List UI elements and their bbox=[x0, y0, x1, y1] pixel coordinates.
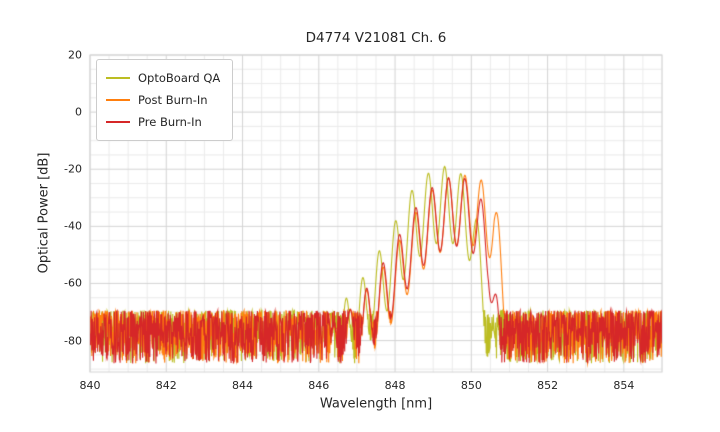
x-tick-label: 852 bbox=[537, 379, 559, 392]
x-tick-label: 854 bbox=[613, 379, 635, 392]
legend-item: Post Burn-In bbox=[106, 89, 220, 111]
legend-label: OptoBoard QA bbox=[138, 71, 221, 85]
y-tick-label: 20 bbox=[68, 48, 82, 62]
x-tick-label: 840 bbox=[79, 379, 101, 392]
legend-label: Pre Burn-In bbox=[138, 115, 202, 129]
legend-item: Pre Burn-In bbox=[106, 111, 220, 133]
legend-label: Post Burn-In bbox=[138, 93, 208, 107]
legend-line-swatch bbox=[106, 77, 130, 79]
y-tick-label: -80 bbox=[64, 334, 82, 348]
y-tick-label: -40 bbox=[64, 219, 82, 233]
legend-line-swatch bbox=[106, 121, 130, 123]
legend-line-swatch bbox=[106, 99, 130, 101]
chart-title: D4774 V21081 Ch. 6 bbox=[305, 30, 447, 46]
y-tick-label: -20 bbox=[64, 162, 82, 176]
legend-item: OptoBoard QA bbox=[106, 67, 220, 89]
x-tick-label: 844 bbox=[232, 379, 254, 392]
x-tick-label: 848 bbox=[384, 379, 406, 392]
x-tick-label: 850 bbox=[460, 379, 482, 392]
legend: OptoBoard QA Post Burn-In Pre Burn-In bbox=[96, 59, 234, 141]
x-axis-label: Wavelength [nm] bbox=[319, 396, 433, 412]
x-tick-label: 842 bbox=[155, 379, 177, 392]
y-tick-label: 0 bbox=[75, 105, 82, 119]
x-tick-label: 846 bbox=[308, 379, 330, 392]
y-tick-label: -60 bbox=[64, 276, 82, 290]
